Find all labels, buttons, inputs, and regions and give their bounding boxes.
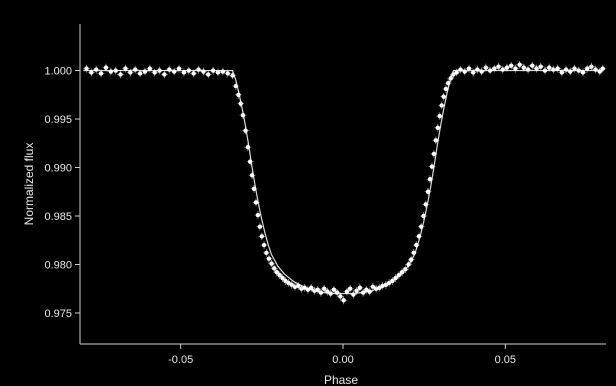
data-point [118,72,123,77]
data-point [176,66,182,71]
x-tick-label: 0.00 [332,354,353,366]
data-point [589,64,594,69]
data-point [277,272,282,278]
data-point [331,287,337,292]
y-tick-label: 0.985 [44,211,72,223]
data-point [286,280,291,286]
data-point [504,65,510,70]
data-point [600,66,605,71]
model-fit-line [83,69,603,295]
data-point [399,270,405,275]
data-point [559,70,565,75]
data-point [266,256,272,261]
data-point [89,70,94,75]
data-point [255,212,261,218]
data-point [546,65,552,70]
data-point [513,66,518,71]
data-point [555,66,560,71]
data-point [289,282,294,288]
data-point [370,284,376,289]
y-axis-label: Normalized flux [22,143,36,226]
data-point [264,250,269,256]
data-point [521,65,527,70]
data-point [253,200,259,205]
data-point [572,66,577,71]
data-point [466,66,472,71]
data-point [280,275,285,281]
y-tick-label: 0.975 [44,308,72,320]
data-point [261,242,267,248]
data-point [347,286,353,291]
data-point [530,63,535,68]
data-point [396,272,402,278]
y-tick-label: 0.980 [44,259,72,271]
y-tick-label: 1.000 [44,66,72,78]
data-point [492,66,497,71]
data-point [225,71,230,76]
data-point [496,64,501,69]
ticks: 0.975 0.980 0.985 0.990 0.995 1.000 -0.05 0.00 0… [44,66,516,366]
data-point [534,66,539,71]
plot-area [82,60,607,305]
data-point [433,138,439,143]
data-point [427,176,433,182]
data-point [483,65,489,70]
y-tick-label: 0.990 [44,163,72,175]
data-point [508,63,514,68]
data-point [181,70,187,75]
data-point [271,266,277,271]
data-point [338,294,343,299]
data-point [341,298,346,303]
data-point [137,71,143,76]
data-point [354,288,359,293]
data-point [517,62,522,67]
data-point [128,70,133,75]
data-point [435,125,441,130]
data-point [344,289,350,294]
x-axis-label: Phase [324,373,358,386]
data-point [439,103,444,108]
x-tick-label: -0.05 [168,354,193,366]
x-tick-label: 0.05 [495,354,516,366]
data-point [215,70,221,75]
data-point [152,70,157,75]
data-point [103,65,109,70]
data-point [429,164,435,169]
data-point [321,286,327,291]
y-tick-label: 0.995 [44,114,72,126]
data-point [274,270,279,275]
data-point [84,66,89,71]
data-point [191,71,196,76]
data-point [437,113,442,119]
data-point [206,72,211,77]
data-point [257,224,263,229]
data-point [584,66,590,71]
data-point [357,285,363,290]
data-point [443,86,449,92]
data-point [431,151,437,157]
data-point [162,72,167,77]
data-point [441,94,446,99]
data-point [98,71,104,76]
data-point [147,66,153,71]
data-point [580,70,586,75]
data-point [538,64,543,69]
data-point [269,261,274,266]
data-point [364,287,369,292]
data-point [471,70,476,75]
data-point [123,66,128,71]
data-point [454,70,459,75]
data-point [259,234,265,239]
